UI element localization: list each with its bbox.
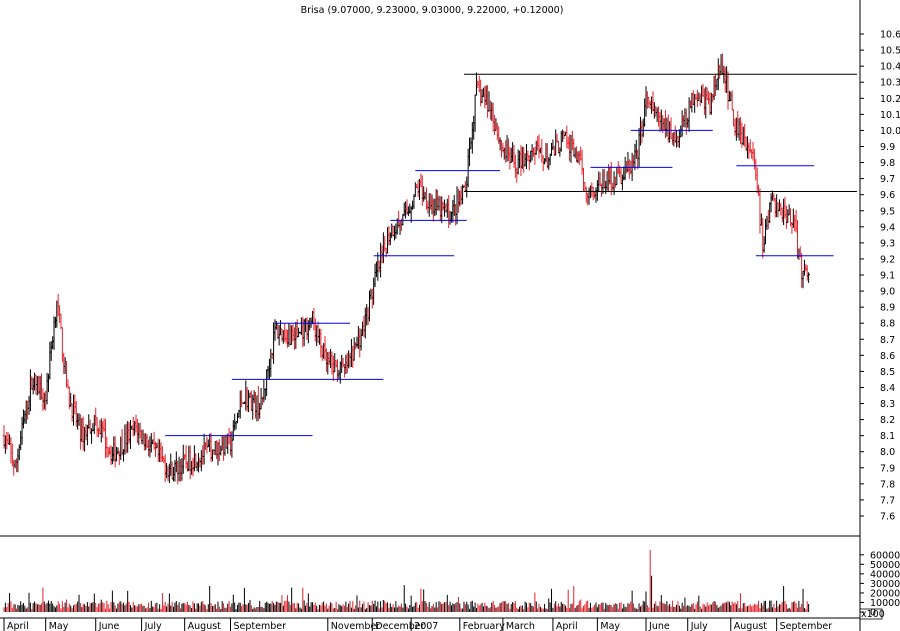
price-bar: [807, 272, 811, 283]
price-tick-label: 8.5: [880, 367, 895, 378]
volume-tick-label: 0: [870, 608, 876, 619]
month-label: August: [188, 621, 222, 631]
price-tick-label: 7.8: [880, 479, 895, 490]
price-tick-label: 10.3: [880, 78, 900, 89]
drawn-lines: [165, 73, 857, 437]
price-tick-label: 9.4: [880, 222, 895, 233]
price-tick-label: 9.8: [880, 158, 895, 169]
month-label: July: [690, 621, 708, 631]
price-tick-label: 10.5: [880, 46, 900, 57]
plot-frame: [0, 0, 861, 631]
month-label: July: [144, 621, 162, 631]
price-tick-label: 8.7: [880, 335, 895, 346]
price-tick-label: 7.9: [880, 463, 895, 474]
volume-multiplier-box: [859, 608, 883, 620]
volume-tick-label: 40000: [870, 569, 900, 580]
time-axis: April May June July August September NovemberD…: [3, 618, 833, 631]
volume-multiplier-label: x100: [861, 609, 885, 620]
price-tick-label: 8.0: [880, 447, 895, 458]
price-tick-label: 10.1: [880, 110, 900, 121]
price-tick-label: 9.2: [880, 254, 895, 265]
price-tick-label: 10.6: [880, 30, 900, 41]
volume-tick-label: 50000: [870, 560, 900, 571]
price-tick-label: 8.8: [880, 319, 895, 330]
price-tick-label: 9.5: [880, 206, 895, 217]
volume-bars: [3, 550, 810, 612]
price-tick-label: 8.4: [880, 383, 895, 394]
volume-tick-label: 30000: [870, 579, 900, 590]
month-label: 2007: [414, 621, 438, 631]
month-label: May: [600, 621, 620, 631]
volume-tick-label: 60000: [870, 550, 900, 561]
price-tick-label: 8.9: [880, 303, 895, 314]
price-tick-label: 10.0: [880, 126, 900, 137]
month-label: August: [734, 621, 768, 631]
month-label: September: [234, 621, 287, 631]
price-tick-label: 8.6: [880, 351, 895, 362]
price-tick-label: 7.6: [880, 511, 895, 522]
price-tick-label: 9.9: [880, 142, 895, 153]
month-label: December: [375, 621, 424, 631]
price-tick-label: 9.0: [880, 287, 895, 298]
month-label: May: [49, 621, 69, 631]
price-axis: 7.6 7.7 7.8 7.9 8.0 8.1 8.2 8.3 8.4 8.5 8.6 8.7 8.8 8…: [860, 30, 900, 522]
price-tick-label: 7.7: [880, 495, 895, 506]
price-tick-label: 10.2: [880, 94, 900, 105]
month-label: September: [780, 621, 833, 631]
chart-title: Brisa (9.07000, 9.23000, 9.03000, 9.2200…: [301, 5, 564, 16]
price-tick-label: 10.4: [880, 62, 900, 73]
price-tick-label: 8.2: [880, 415, 895, 426]
price-tick-label: 9.6: [880, 190, 895, 201]
price-tick-label: 8.3: [880, 399, 895, 410]
month-label: April: [556, 621, 578, 631]
volume-tick-label: 20000: [870, 588, 900, 599]
price-tick-label: 9.3: [880, 238, 895, 249]
price-tick-label: 9.7: [880, 174, 895, 185]
price-tick-label: 9.1: [880, 271, 895, 282]
price-tick-label: 8.1: [880, 431, 895, 442]
month-label: November: [331, 621, 381, 631]
month-label: June: [648, 621, 670, 631]
month-label: April: [7, 621, 29, 631]
month-label: February: [463, 621, 505, 631]
price-bars: [2, 53, 811, 485]
month-label: March: [506, 621, 535, 631]
month-label: June: [98, 621, 120, 631]
volume-tick-label: 10000: [870, 598, 900, 609]
